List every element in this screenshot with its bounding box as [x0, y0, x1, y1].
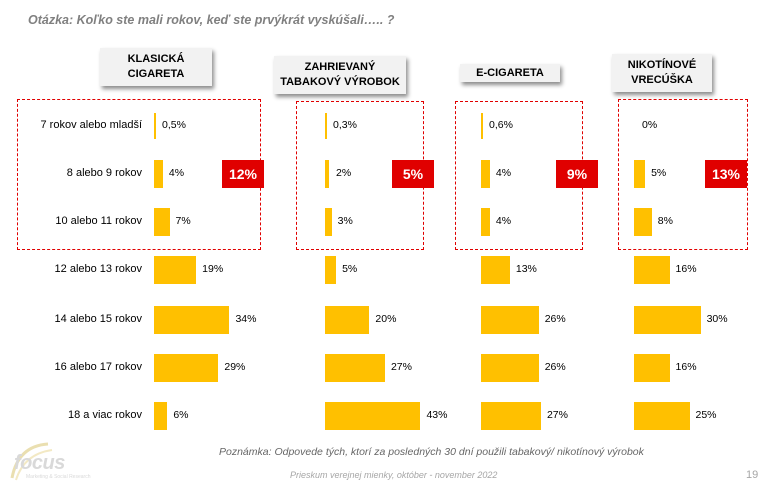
bar — [634, 354, 670, 382]
panel-header: ZAHRIEVANÝ TABAKOVÝ VÝROBOK — [274, 56, 406, 94]
bar-value-label: 16% — [675, 263, 697, 275]
category-label: 7 rokov alebo mladší — [40, 119, 143, 131]
bar — [481, 160, 490, 188]
bar — [325, 256, 337, 284]
bar — [634, 160, 646, 188]
subtotal-badge: 13% — [705, 160, 747, 188]
bar — [154, 160, 163, 188]
bar — [154, 354, 219, 382]
footer-text: Prieskum verejnej mienky, október - nove… — [290, 470, 498, 480]
category-label: 10 alebo 11 rokov — [55, 215, 142, 227]
bar — [481, 402, 541, 430]
bar-value-label: 5% — [342, 263, 358, 275]
bar-value-label: 4% — [495, 167, 512, 179]
panel-header: E-CIGARETA — [460, 64, 560, 82]
bar — [154, 113, 156, 139]
bar-value-label: 0,5% — [162, 119, 186, 131]
bar-value-label: 3% — [337, 215, 353, 227]
bar — [481, 208, 490, 236]
bar-value-label: 13% — [515, 263, 537, 275]
bar-value-label: 5% — [651, 167, 667, 179]
question-title: Otázka: Koľko ste mali rokov, keď ste pr… — [28, 13, 395, 27]
bar — [325, 354, 385, 382]
bar — [481, 306, 539, 334]
bar-value-label: 29% — [224, 361, 246, 373]
bar-value-label: 0,3% — [333, 119, 357, 131]
bar-value-label: 4% — [168, 167, 185, 179]
bar — [325, 160, 330, 188]
bar-value-label: 34% — [235, 313, 257, 325]
bar — [634, 208, 652, 236]
highlight-dashed-box — [618, 99, 748, 250]
bar — [325, 208, 332, 236]
bar — [154, 208, 170, 236]
bar-value-label: 8% — [657, 215, 673, 227]
subtotal-badge: 12% — [222, 160, 264, 188]
panel-header: NIKOTÍNOVÉ VRECÚŠKA — [612, 54, 712, 92]
bar-value-label: 16% — [675, 361, 697, 373]
bar-value-label: 27% — [546, 409, 568, 421]
category-label: 14 alebo 15 rokov — [54, 313, 142, 325]
category-label: 8 alebo 9 rokov — [66, 167, 142, 179]
bar — [481, 256, 510, 284]
bar-value-label: 30% — [706, 313, 728, 325]
subtotal-badge: 5% — [392, 160, 434, 188]
bar — [481, 113, 483, 139]
bar — [325, 113, 327, 139]
bar — [154, 256, 197, 284]
note-text: Poznámka: Odpovede tých, ktorí za posled… — [219, 446, 644, 458]
bar-value-label: 26% — [544, 313, 566, 325]
bar-value-label: 2% — [336, 167, 352, 179]
bar — [154, 306, 230, 334]
bar-value-label: 19% — [202, 263, 224, 275]
category-label: 12 alebo 13 rokov — [54, 263, 142, 275]
logo-subtitle: Marketing & Social Research — [26, 474, 91, 480]
bar-value-label: 43% — [426, 409, 448, 421]
bar — [634, 306, 701, 334]
page-number: 19 — [746, 469, 759, 481]
bar-value-label: 0% — [642, 119, 658, 131]
bar-value-label: 20% — [375, 313, 397, 325]
category-label: 16 alebo 17 rokov — [54, 361, 142, 373]
bar-value-label: 25% — [695, 409, 717, 421]
bar — [154, 402, 168, 430]
focus-logo — [10, 442, 53, 481]
subtotal-badge: 9% — [556, 160, 598, 188]
bar — [325, 306, 370, 334]
bar — [481, 354, 539, 382]
bar-value-label: 6% — [173, 409, 189, 421]
logo-text: focus — [14, 452, 65, 474]
bar-value-label: 26% — [544, 361, 566, 373]
bar-value-label: 0,6% — [489, 119, 513, 131]
category-label: 18 a viac rokov — [68, 409, 142, 421]
bar-value-label: 4% — [495, 215, 512, 227]
bar-value-label: 27% — [390, 361, 412, 373]
bar — [634, 402, 690, 430]
bar-value-label: 7% — [175, 215, 191, 227]
bar — [325, 402, 421, 430]
panel-header: KLASICKÁ CIGARETA — [100, 48, 212, 86]
bar — [634, 256, 670, 284]
